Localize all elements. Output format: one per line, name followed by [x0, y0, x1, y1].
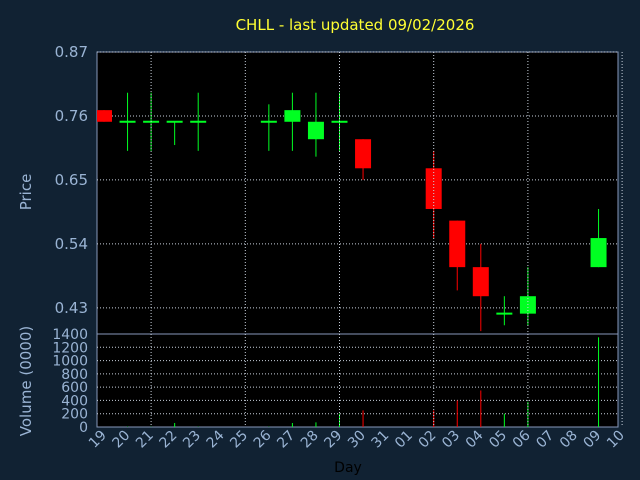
x-tick-label: 22 [157, 428, 181, 452]
price-tick-label: 0.54 [55, 235, 88, 253]
candle [449, 220, 466, 291]
volume-axis-label: Volume (0000) [17, 326, 35, 436]
candle-body [472, 267, 489, 297]
candle [284, 92, 301, 151]
x-tick-label: 25 [227, 428, 251, 452]
x-tick-label: 01 [392, 428, 416, 452]
candle [590, 208, 607, 268]
candle-body [307, 121, 324, 140]
volume-tick-label: 400 [61, 393, 88, 409]
x-tick-label: 08 [557, 428, 581, 452]
candle [119, 92, 136, 151]
volume-tick-label: 1400 [52, 327, 88, 343]
volume-plot-area [96, 333, 619, 428]
x-tick-label: 26 [251, 427, 275, 451]
candle [355, 139, 372, 180]
x-tick-label: 19 [86, 428, 110, 452]
x-tick-label: 31 [369, 428, 393, 452]
x-tick-label: 07 [533, 428, 557, 452]
x-tick-label: 30 [345, 428, 369, 452]
candles [97, 92, 607, 332]
x-tick-label: 21 [133, 428, 157, 452]
volume-tick-label: 800 [61, 367, 88, 383]
price-tick-label: 0.76 [55, 107, 88, 125]
candle [190, 92, 207, 151]
x-axis-label: Day [334, 460, 362, 476]
volume-tick-label: 200 [61, 407, 88, 423]
candle [307, 92, 324, 157]
chart-title: CHLL - last updated 09/02/2026 [236, 16, 475, 34]
x-tick-label: 04 [463, 427, 487, 451]
price-plot-area [96, 51, 619, 335]
price-axis-label: Price [17, 174, 35, 211]
candle [496, 296, 513, 326]
x-tick-label: 10 [604, 428, 628, 452]
x-tick-label: 05 [486, 428, 510, 452]
price-tick-label: 0.43 [55, 299, 88, 317]
candle-body [590, 238, 607, 268]
x-tick-label: 06 [510, 427, 534, 451]
candle [97, 110, 112, 122]
candle-body [355, 139, 372, 169]
volume-tick-label: 1000 [52, 354, 88, 370]
volume-tick-label: 1200 [52, 340, 88, 356]
x-tick-label: 09 [580, 428, 604, 452]
x-tick-label: 29 [321, 428, 345, 452]
x-tick-label: 20 [109, 428, 133, 452]
volume-tick-label: 0 [79, 420, 88, 436]
candle [260, 104, 277, 151]
volume-tick-label: 600 [61, 380, 88, 396]
x-tick-label: 24 [204, 427, 228, 451]
x-tick-label: 02 [416, 428, 440, 452]
x-tick-label: 28 [298, 428, 322, 452]
x-tick-label: 03 [439, 428, 463, 452]
price-y-ticks: 0.87 0.76 0.65 0.54 0.43 [55, 43, 88, 317]
candle-body [284, 110, 301, 122]
candle [472, 243, 489, 332]
price-panel: 0.87 0.76 0.65 0.54 0.43 [55, 43, 619, 335]
x-tick-label: 27 [274, 428, 298, 452]
volume-bars [127, 337, 600, 427]
candle-body [425, 168, 442, 209]
candle-body [449, 220, 466, 268]
candle-body [97, 110, 112, 122]
candle [166, 120, 183, 146]
x-tick-label: 23 [180, 428, 204, 452]
price-tick-label: 0.87 [55, 43, 88, 61]
price-tick-label: 0.65 [55, 171, 88, 189]
